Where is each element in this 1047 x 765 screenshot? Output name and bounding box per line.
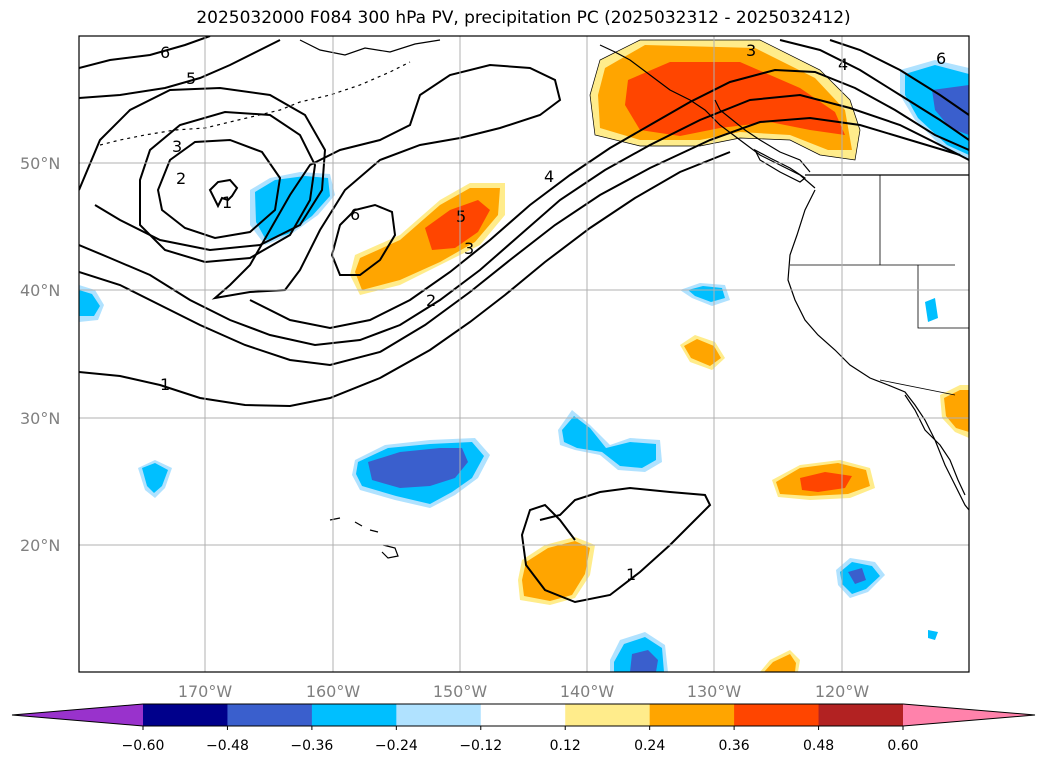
colorbar-extend-min xyxy=(12,704,143,726)
precip-negative-region xyxy=(368,448,468,488)
alaska-panhandle-coast xyxy=(599,44,816,189)
colorbar-swatch xyxy=(734,704,820,726)
lon-tick-labels: 170°W 160°W 150°W 140°W 130°W 120°W xyxy=(178,682,870,701)
colorbar-tick-label: 0.60 xyxy=(887,738,918,754)
colorbar-tick-label: −0.36 xyxy=(290,738,333,754)
precip-positive-region xyxy=(944,390,969,432)
precip-negative-region xyxy=(79,290,100,316)
pv-contour-4-east xyxy=(829,39,969,116)
colorbar-tick-label: 0.36 xyxy=(719,738,750,754)
precip-negative-region xyxy=(848,568,866,584)
pv-contour-low-2 xyxy=(156,138,282,240)
pv-contour-6-west xyxy=(79,36,211,69)
lat-tick-label: 50°N xyxy=(20,154,60,173)
lat-tick-label: 30°N xyxy=(20,409,60,428)
lat-tick-label: 40°N xyxy=(20,281,60,300)
precip-positive-region xyxy=(625,62,845,136)
contour-label: 3 xyxy=(464,239,474,258)
contour-label: 1 xyxy=(626,565,636,584)
lat-tick-labels: 50°N 40°N 30°N 20°N xyxy=(20,154,60,555)
contour-label: 5 xyxy=(456,207,466,226)
baja-peninsula xyxy=(904,394,966,496)
contour-label: 2 xyxy=(426,291,436,310)
colorbar-tick-label: −0.60 xyxy=(122,738,165,754)
map-frame xyxy=(78,35,970,673)
pv-contour-4 xyxy=(249,68,969,330)
colorbar-swatch xyxy=(565,704,651,726)
precip-negative-region xyxy=(562,416,656,468)
alaska-coast xyxy=(299,39,441,56)
lon-tick-label: 150°W xyxy=(433,682,488,701)
pv-contour-low-outer xyxy=(79,86,327,252)
colorbar-swatch xyxy=(311,704,397,726)
colorbar-tick-label: −0.12 xyxy=(459,738,502,754)
pv-contour-low-1 xyxy=(208,178,239,209)
colorbar-tick-label: −0.48 xyxy=(206,738,249,754)
colorbar-tick-label: −0.24 xyxy=(375,738,418,754)
pv-contour-5-west xyxy=(79,39,281,99)
aleutian-islands xyxy=(99,61,411,146)
lon-tick-label: 140°W xyxy=(560,682,615,701)
precip-positive-region xyxy=(764,654,796,672)
pv-contour-6-east xyxy=(779,39,969,141)
colorbar-swatch xyxy=(227,704,313,726)
lon-tick-label: 120°W xyxy=(815,682,870,701)
colorbar-swatch xyxy=(143,704,228,726)
contour-label: 5 xyxy=(186,69,196,88)
precip-negative-region xyxy=(142,463,168,493)
contour-label: 6 xyxy=(936,49,946,68)
hawaii-islands xyxy=(329,517,399,559)
vancouver-island xyxy=(753,148,807,183)
colorbar-swatch xyxy=(396,704,482,726)
colorbar-tick-label: 0.24 xyxy=(634,738,665,754)
pv-contour-1-subtropic xyxy=(520,486,712,604)
coastlines xyxy=(99,39,969,559)
precip-positive-region xyxy=(425,200,490,250)
colorbar-extend-max xyxy=(903,704,1035,726)
precip-negative-region xyxy=(925,298,938,322)
precip-positive-region xyxy=(684,339,721,366)
colorbar-swatch xyxy=(649,704,735,726)
precip-negative-region xyxy=(630,650,658,672)
contour-label: 6 xyxy=(350,205,360,224)
us-west-coast xyxy=(787,189,969,511)
pv-contours xyxy=(79,36,969,604)
precip-negative-region xyxy=(928,630,938,640)
precip-positive-region xyxy=(522,541,590,601)
colorbar-tick-label: 0.48 xyxy=(803,738,834,754)
pv-contour-low-3 xyxy=(139,110,317,264)
gridlines xyxy=(79,36,969,672)
colorbar-swatch xyxy=(818,704,904,726)
lon-tick-label: 160°W xyxy=(306,682,361,701)
pv-contour-3 xyxy=(79,93,969,347)
contour-labels: 6 5 3 2 1 6 5 3 2 4 3 4 6 1 1 xyxy=(160,41,946,584)
contour-label: 3 xyxy=(746,41,756,60)
lon-tick-label: 170°W xyxy=(178,682,233,701)
colorbar: −0.60 −0.48 −0.36 −0.24 −0.12 0.12 0.24 0.36 0.4… xyxy=(11,703,1036,754)
contour-label: 4 xyxy=(544,167,554,186)
lat-tick-label: 20°N xyxy=(20,536,60,555)
pv-contour-2 xyxy=(79,116,961,367)
map-title: 2025032000 F084 300 hPa PV, precipitatio… xyxy=(196,8,851,28)
pv-contour-6-center xyxy=(330,203,397,276)
colorbar-tick-label: 0.12 xyxy=(550,738,581,754)
contour-label: 4 xyxy=(838,55,848,74)
contour-label: 6 xyxy=(160,43,170,62)
pv-contour-5 xyxy=(211,63,562,300)
colorbar-swatch xyxy=(480,704,566,726)
precip-positive-region xyxy=(800,472,852,492)
precip-negative-region xyxy=(932,85,969,135)
lon-tick-label: 130°W xyxy=(687,682,742,701)
contour-label: 1 xyxy=(160,375,170,394)
contour-label: 2 xyxy=(176,169,186,188)
contour-label: 1 xyxy=(222,193,232,212)
pv-contour-1-west xyxy=(79,151,731,408)
contour-label: 3 xyxy=(172,137,182,156)
